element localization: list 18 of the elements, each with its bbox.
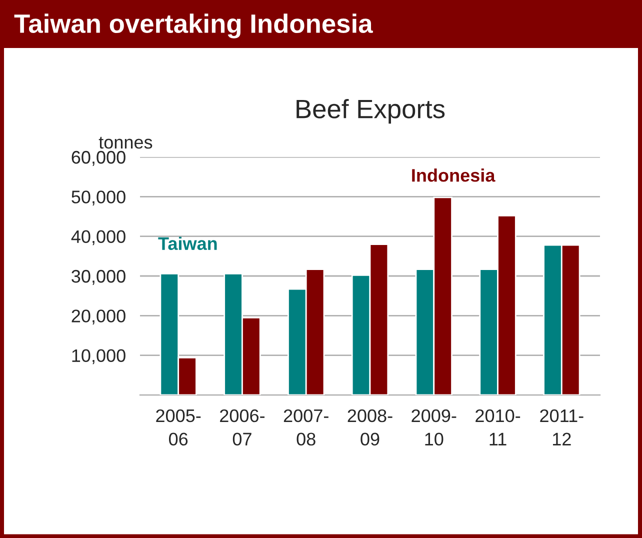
x-tick-label: 2007- 08 — [284, 409, 328, 446]
y-tick-label: 40,000 — [71, 230, 126, 246]
y-tick-label: 50,000 — [72, 190, 126, 206]
x-tick-label: 2011- 12 — [540, 409, 584, 446]
chart-title: Taiwan overtaking Indonesia — [14, 14, 373, 38]
x-tick-label: 2010- 11 — [476, 409, 520, 446]
y-tick-label: 10,000 — [72, 349, 126, 364]
x-tick-label: 2006- 07 — [220, 409, 265, 446]
x-tick-label: 2005- 06 — [156, 409, 201, 446]
x-tick-label: 2009- 10 — [412, 409, 456, 446]
series-label: Taiwan — [158, 236, 217, 250]
y-tick-label: 20,000 — [72, 310, 126, 325]
y-axis-title: tonnes — [98, 136, 152, 149]
series-label: Indonesia — [412, 168, 496, 182]
x-tick-label: 2008- 09 — [348, 409, 392, 446]
y-tick-label: 30,000 — [72, 270, 126, 285]
chart-subtitle: Beef Exports — [296, 99, 445, 124]
y-tick-label: 60,000 — [72, 150, 126, 166]
